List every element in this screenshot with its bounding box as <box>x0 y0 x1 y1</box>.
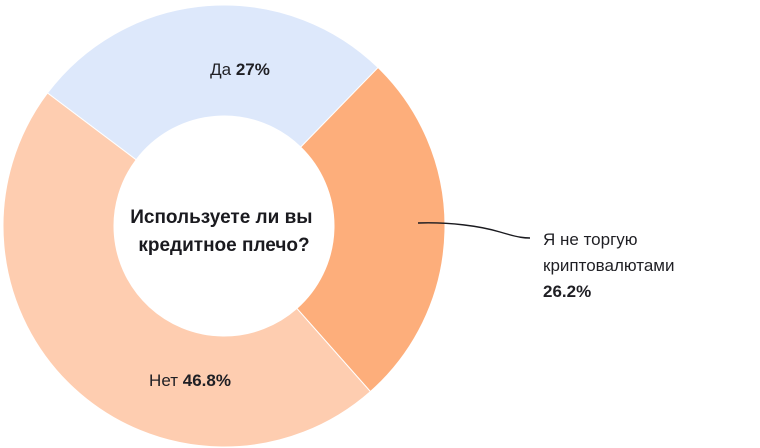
slice-label-net: Нет 46.8% <box>149 371 231 390</box>
slice-label-ne-torguyu: Я не торгую криптовалютами 26.2% <box>543 230 679 301</box>
slice-value-da: 27% <box>236 60 270 79</box>
slice-value-net: 46.8% <box>183 371 231 390</box>
slice-name-da: Да <box>210 60 232 79</box>
slice-label-da: Да 27% <box>210 60 270 79</box>
donut-slice-ne-torguyu <box>296 66 446 393</box>
slice-name-ne-torguyu-line-1: Я не торгую <box>543 230 638 249</box>
center-title-line-1: Используете ли вы <box>130 207 312 228</box>
donut-slice-da <box>46 4 379 161</box>
slice-value-ne-torguyu: 26.2% <box>543 282 591 301</box>
donut-slice-net <box>2 92 372 448</box>
chart-center-title: Используете ли вы кредитное плечо? <box>130 207 318 256</box>
center-title-line-2: кредитное плечо? <box>138 235 309 256</box>
donut-slices <box>2 4 446 448</box>
slice-name-net: Нет <box>149 371 178 390</box>
callout-leader-line <box>417 222 531 239</box>
slice-name-ne-torguyu-line-2: криптовалютами <box>543 256 674 275</box>
